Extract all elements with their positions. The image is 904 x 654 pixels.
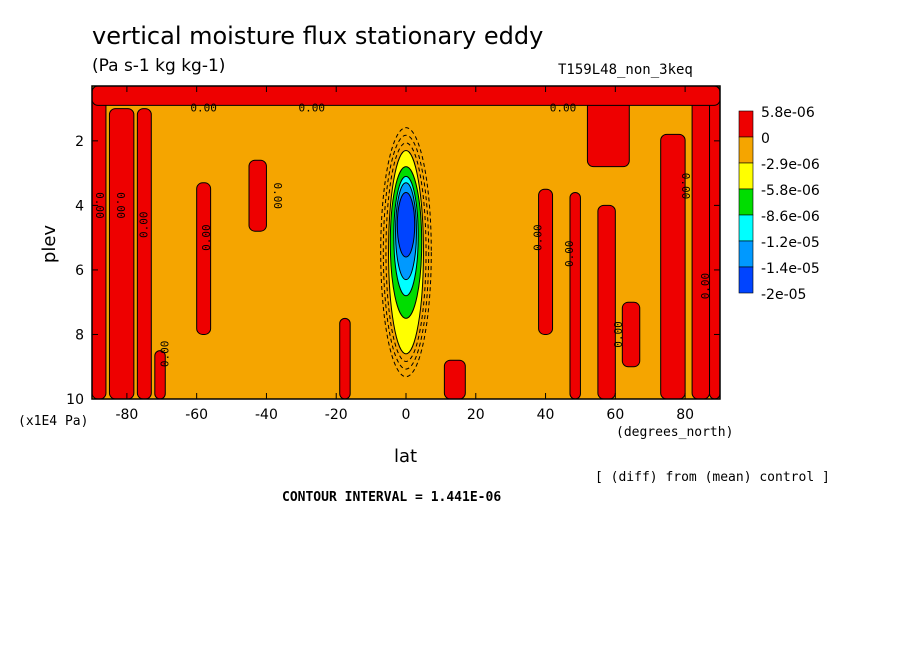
dashed-contour — [385, 142, 427, 362]
run-label: T159L48_non_3keq — [558, 62, 693, 78]
diff-note: [ (diff) from (mean) control ] — [595, 470, 830, 485]
x-axis: -80 -60 -40 -20 0 20 40 60 80 — [115, 86, 694, 423]
x-tick-label: 60 — [606, 407, 624, 423]
contour-label: 0.00 — [550, 102, 577, 115]
negative-core — [380, 127, 432, 378]
contour-label: 0.00 — [114, 192, 127, 219]
y-tick-label: 6 — [75, 263, 84, 279]
contour-label: 0.00 — [563, 241, 576, 268]
contour-label: 0.00 — [299, 102, 326, 115]
x-tick-label: -40 — [255, 407, 278, 423]
colorbar-swatch — [738, 110, 754, 138]
colorbar-swatch — [738, 136, 754, 164]
colorbar-swatch — [738, 240, 754, 268]
positive-region — [691, 98, 711, 399]
contour-label: 0.00 — [699, 273, 712, 300]
contour-label: 0.00 — [271, 182, 284, 209]
positive-region — [538, 188, 554, 335]
colorbar-label: -8.6e-06 — [761, 209, 820, 225]
positive-region — [196, 182, 212, 335]
chart-units: (Pa s-1 kg kg-1) — [92, 56, 226, 76]
contour-label: 0.00 — [137, 212, 150, 239]
x-axis-label: lat — [394, 446, 418, 467]
colorbar-label: -1.2e-05 — [761, 235, 820, 251]
y-tick-label: 4 — [75, 198, 84, 214]
colorbar-swatch — [738, 266, 754, 294]
x-tick-label: -80 — [115, 407, 138, 423]
colorbar-label: -2.9e-06 — [761, 157, 820, 173]
colorbar-swatch — [738, 214, 754, 242]
dashed-contour — [380, 127, 432, 378]
contour-label: 0.00 — [200, 224, 213, 251]
x-tick-label: 40 — [537, 407, 555, 423]
chart-title: vertical moisture flux stationary eddy — [92, 22, 544, 50]
colorbar-swatch — [738, 162, 754, 190]
contour-label: 0.00 — [532, 224, 545, 251]
positive-region — [108, 108, 135, 399]
y-axis: 2 4 6 8 10 — [66, 134, 720, 408]
positive-region — [621, 301, 641, 368]
y-tick-label: 10 — [66, 392, 84, 408]
y-tick-label: 2 — [75, 134, 84, 150]
positive-region — [597, 204, 616, 399]
contour-interval: CONTOUR INTERVAL = 1.441E-06 — [282, 490, 502, 505]
colorbar-swatch — [738, 188, 754, 216]
colorbar-label: -2e-05 — [761, 287, 806, 303]
positive-region — [569, 191, 581, 399]
contour-labels: 0.00 0.00 0.00 0.00 0.00 0.00 0.00 0.00 0.00 0.00… — [93, 102, 712, 367]
positive-region — [709, 86, 720, 399]
contour-label: 0.00 — [190, 102, 217, 115]
contour-label: 0.00 — [679, 173, 692, 200]
filled-regions — [92, 86, 720, 399]
x-tick-label: 20 — [467, 407, 485, 423]
x-tick-label: 80 — [676, 407, 694, 423]
y-tick-label: 8 — [75, 327, 84, 343]
colorbar-label: -5.8e-06 — [761, 183, 820, 199]
positive-region — [339, 317, 351, 399]
y-axis-label: plev — [39, 225, 60, 264]
contour-label: 0.00 — [158, 341, 171, 368]
contour-label: 0.00 — [612, 321, 625, 348]
x-tick-label: -60 — [185, 407, 208, 423]
colorbar: 5.8e-06 0 -2.9e-06 -5.8e-06 -8.6e-06 -1.2e-05… — [738, 105, 820, 303]
colorbar-label: 0 — [761, 131, 770, 147]
positive-region — [443, 359, 466, 399]
colorbar-label: 5.8e-06 — [761, 105, 815, 121]
x-tick-label: -20 — [325, 407, 348, 423]
x-unit-label: (degrees_north) — [616, 425, 734, 440]
x-tick-label: 0 — [402, 407, 411, 423]
contour-label: 0.00 — [93, 192, 106, 219]
dashed-contour — [382, 134, 430, 370]
negative-core-band — [396, 191, 416, 258]
positive-region — [136, 108, 152, 399]
colorbar-label: -1.4e-05 — [761, 261, 820, 277]
positive-region — [660, 133, 686, 399]
y-unit-label: (x1E4 Pa) — [18, 414, 89, 429]
positive-region — [248, 159, 267, 232]
positive-region — [92, 86, 720, 106]
positive-region — [92, 86, 107, 399]
